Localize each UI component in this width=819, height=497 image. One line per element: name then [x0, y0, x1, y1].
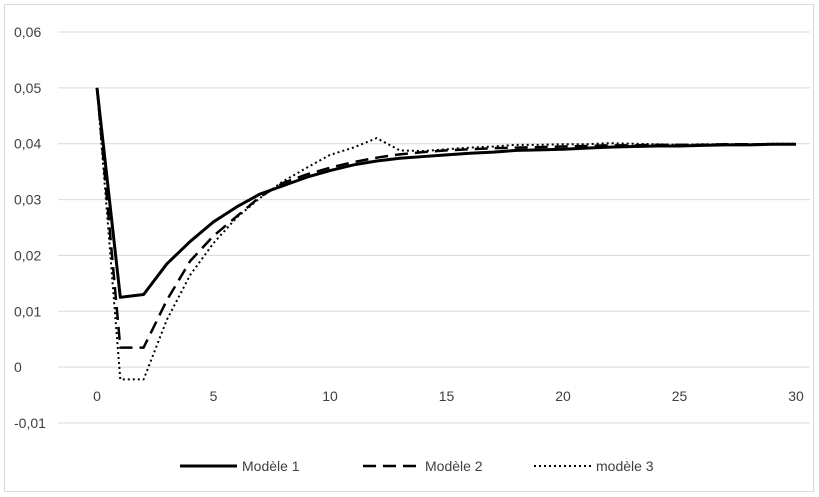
y-tick-label: 0,02 [14, 247, 41, 263]
series-line-1 [97, 88, 796, 297]
legend-label-2: Modèle 2 [425, 458, 483, 474]
y-tick-label: 0,05 [14, 80, 41, 96]
legend-label-3: modèle 3 [596, 458, 654, 474]
y-axis-tick-labels: -0,01 0 0,01 0,02 0,03 0,04 0,05 0,06 [14, 24, 46, 431]
y-tick-label: 0,03 [14, 192, 41, 208]
x-tick-label: 25 [672, 388, 688, 404]
legend: Modèle 1 Modèle 2 modèle 3 [180, 458, 654, 474]
x-tick-label: 10 [322, 388, 338, 404]
series-lines [97, 88, 796, 380]
x-tick-label: 20 [555, 388, 571, 404]
series-line-3 [97, 88, 796, 380]
x-tick-label: 30 [788, 388, 804, 404]
x-tick-label: 15 [439, 388, 455, 404]
y-tick-label: -0,01 [14, 415, 46, 431]
x-axis-tick-labels: 0 5 10 15 20 25 30 [93, 388, 804, 404]
y-tick-label: 0,04 [14, 136, 41, 152]
series-line-2 [97, 88, 796, 348]
legend-label-1: Modèle 1 [242, 458, 300, 474]
x-tick-label: 0 [93, 388, 101, 404]
gridlines [58, 32, 810, 423]
x-tick-label: 5 [210, 388, 218, 404]
y-tick-label: 0,06 [14, 24, 41, 40]
y-tick-label: 0,01 [14, 303, 41, 319]
y-tick-label: 0 [14, 359, 22, 375]
